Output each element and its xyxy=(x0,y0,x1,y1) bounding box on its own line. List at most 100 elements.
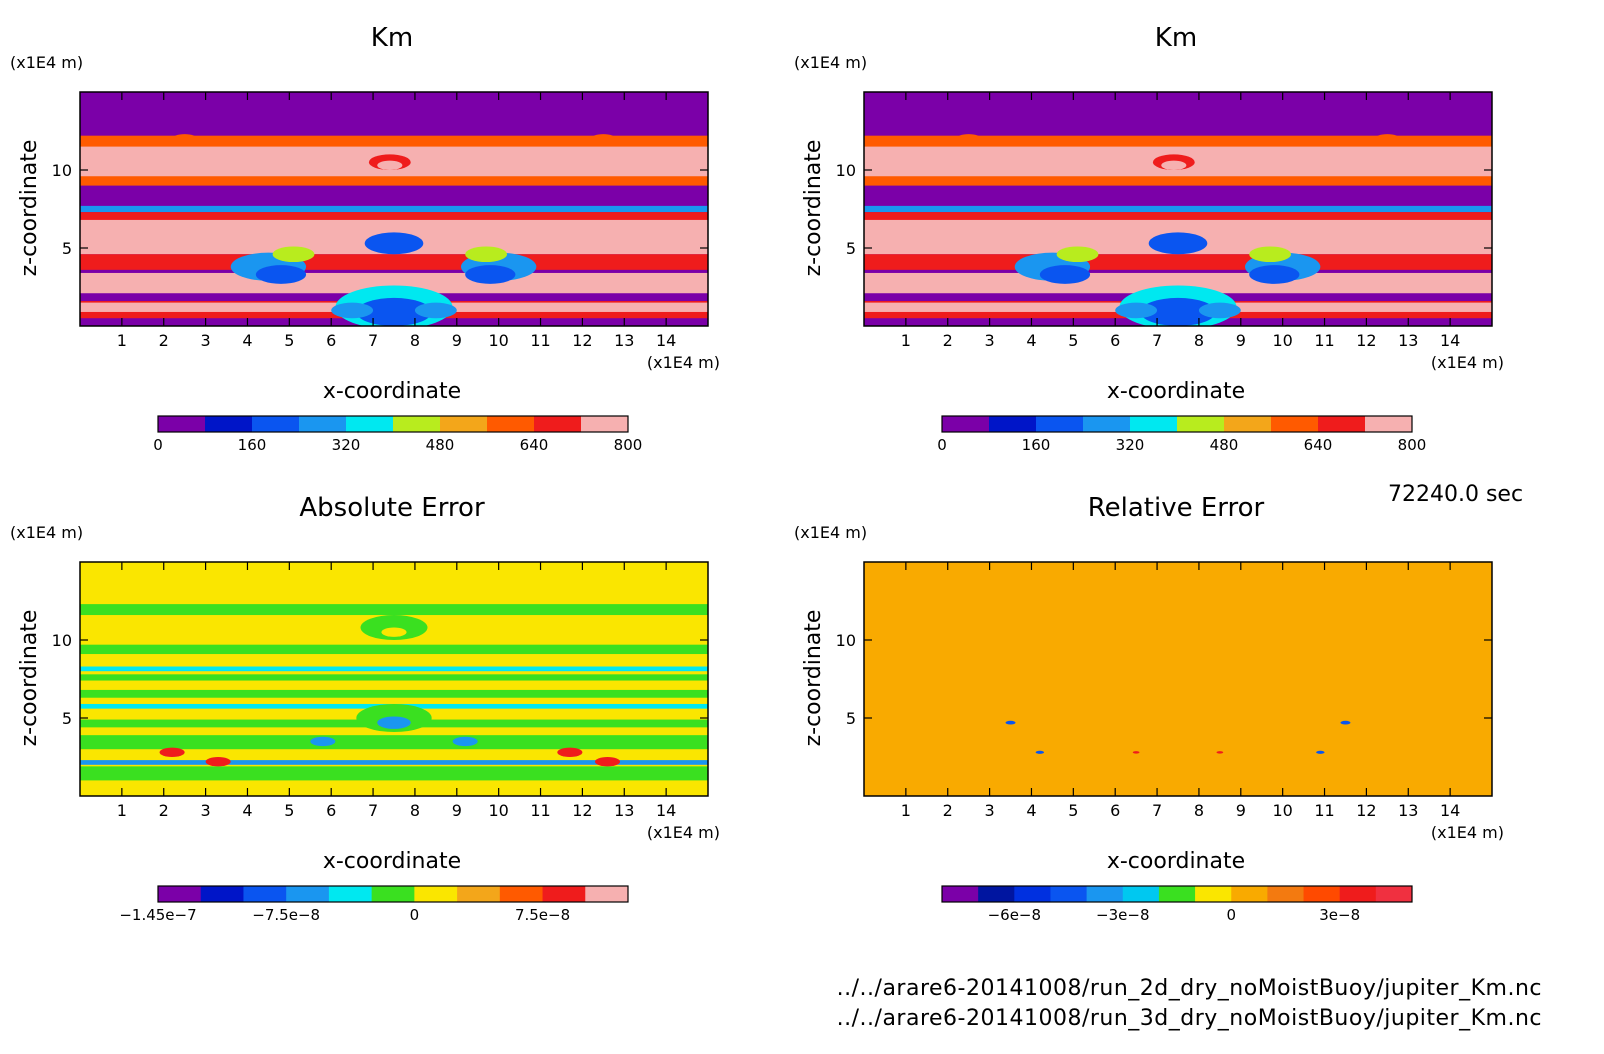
contour-blob xyxy=(1039,265,1091,284)
x-tick-label: 13 xyxy=(1398,331,1418,350)
chart-title: Km xyxy=(1155,23,1197,53)
contour-blob xyxy=(331,302,374,319)
x-axis-label: x-coordinate xyxy=(1107,849,1245,874)
x-tick-label: 13 xyxy=(614,331,634,350)
x-tick-label: 5 xyxy=(284,331,294,350)
x-tick-label: 4 xyxy=(242,801,252,820)
x-tick-label: 5 xyxy=(1068,801,1078,820)
contour-blob xyxy=(1056,246,1099,263)
y-unit-label: (x1E4 m) xyxy=(10,523,83,542)
contour-band xyxy=(864,769,1492,781)
file-path-3d: ../../arare6-20141008/run_3d_dry_noMoist… xyxy=(836,1006,1542,1031)
colorbar-swatch xyxy=(1130,416,1178,432)
time-label: 72240.0 sec xyxy=(1388,482,1524,507)
contour-band xyxy=(864,644,1492,655)
x-tick-label: 1 xyxy=(117,331,127,350)
colorbar-swatch xyxy=(499,886,544,902)
contour-field xyxy=(80,562,708,796)
x-tick-label: 4 xyxy=(1026,801,1036,820)
colorbar-swatch xyxy=(1375,886,1413,902)
x-tick-label: 11 xyxy=(1314,801,1334,820)
contour-band xyxy=(80,205,708,213)
contour-band xyxy=(864,135,1492,149)
y-axis-label: z-coordinate xyxy=(17,140,42,277)
x-tick-label: 8 xyxy=(410,801,420,820)
contour-band xyxy=(80,135,708,149)
x-tick-label: 10 xyxy=(1272,331,1292,350)
colorbar-swatch xyxy=(1014,886,1051,902)
y-unit-label: (x1E4 m) xyxy=(10,53,83,72)
contour-band xyxy=(80,666,708,672)
x-tick-label: 3 xyxy=(985,331,995,350)
colorbar-tick-label: 0 xyxy=(937,436,947,454)
colorbar-swatch xyxy=(1339,886,1377,902)
contour-blob xyxy=(465,246,508,263)
colorbar-frame xyxy=(941,885,1413,903)
contour-band xyxy=(80,272,708,294)
colorbar-swatch xyxy=(328,886,373,902)
colorbar-swatch xyxy=(1303,886,1341,902)
x-tick-label: 8 xyxy=(410,331,420,350)
contour-blob xyxy=(1161,160,1187,171)
contour-blob xyxy=(356,297,432,326)
plot-frame xyxy=(79,561,709,797)
x-tick-label: 4 xyxy=(1026,331,1036,350)
x-tick-label: 7 xyxy=(368,331,378,350)
contour-band xyxy=(864,272,1492,294)
x-tick-label: 14 xyxy=(656,331,676,350)
colorbar-swatch xyxy=(457,886,501,902)
x-tick-label: 9 xyxy=(1236,801,1246,820)
colorbar-swatch xyxy=(978,886,1015,902)
contour-blob xyxy=(159,747,185,757)
chart-title: Relative Error xyxy=(1088,493,1265,523)
x-tick-label: 7 xyxy=(1152,801,1162,820)
contour-blob xyxy=(377,160,403,171)
colorbar-tick-label: 640 xyxy=(1304,436,1333,454)
x-tick-label: 11 xyxy=(530,331,550,350)
x-tick-label: 11 xyxy=(530,801,550,820)
colorbar-tick-label: 7.5e−8 xyxy=(515,906,570,924)
x-unit-label: (x1E4 m) xyxy=(647,823,720,842)
colorbar-tick-label: −7.5e−8 xyxy=(252,906,320,924)
x-tick-label: 7 xyxy=(368,801,378,820)
contour-blob xyxy=(172,134,198,144)
x-tick-label: 6 xyxy=(326,331,336,350)
colorbar-swatch xyxy=(1177,416,1225,432)
contour-band xyxy=(80,674,708,681)
x-tick-label: 3 xyxy=(201,801,211,820)
colorbar-swatch xyxy=(989,416,1037,432)
contour-blob xyxy=(1374,134,1400,144)
x-tick-label: 12 xyxy=(1356,331,1376,350)
x-tick-label: 6 xyxy=(1110,331,1120,350)
colorbar-swatch xyxy=(205,416,253,432)
colorbar-swatch xyxy=(393,416,441,432)
x-tick-label: 8 xyxy=(1194,801,1204,820)
contour-blob xyxy=(1316,750,1325,754)
y-axis-label: z-coordinate xyxy=(801,140,826,277)
y-unit-label: (x1E4 m) xyxy=(794,523,867,542)
x-tick-label: 2 xyxy=(943,331,953,350)
x-tick-label: 12 xyxy=(572,801,592,820)
x-tick-label: 13 xyxy=(1398,801,1418,820)
x-axis-label: x-coordinate xyxy=(1107,379,1245,404)
contour-blob xyxy=(1249,246,1292,263)
contour-band xyxy=(864,205,1492,213)
chart-title: Absolute Error xyxy=(299,493,485,523)
colorbar-swatch xyxy=(942,886,979,902)
colorbar-tick-label: 160 xyxy=(238,436,267,454)
x-tick-label: 9 xyxy=(452,331,462,350)
contour-blob xyxy=(1035,750,1045,754)
contour-blob xyxy=(1136,702,1220,734)
colorbar-frame xyxy=(941,415,1413,433)
colorbar-swatch xyxy=(585,886,629,902)
contour-blob xyxy=(414,302,457,319)
contour-blob xyxy=(956,134,982,144)
x-tick-label: 10 xyxy=(488,801,508,820)
contour-blob xyxy=(594,757,621,767)
colorbar-swatch xyxy=(440,416,488,432)
x-unit-label: (x1E4 m) xyxy=(647,353,720,372)
x-tick-label: 5 xyxy=(1068,331,1078,350)
